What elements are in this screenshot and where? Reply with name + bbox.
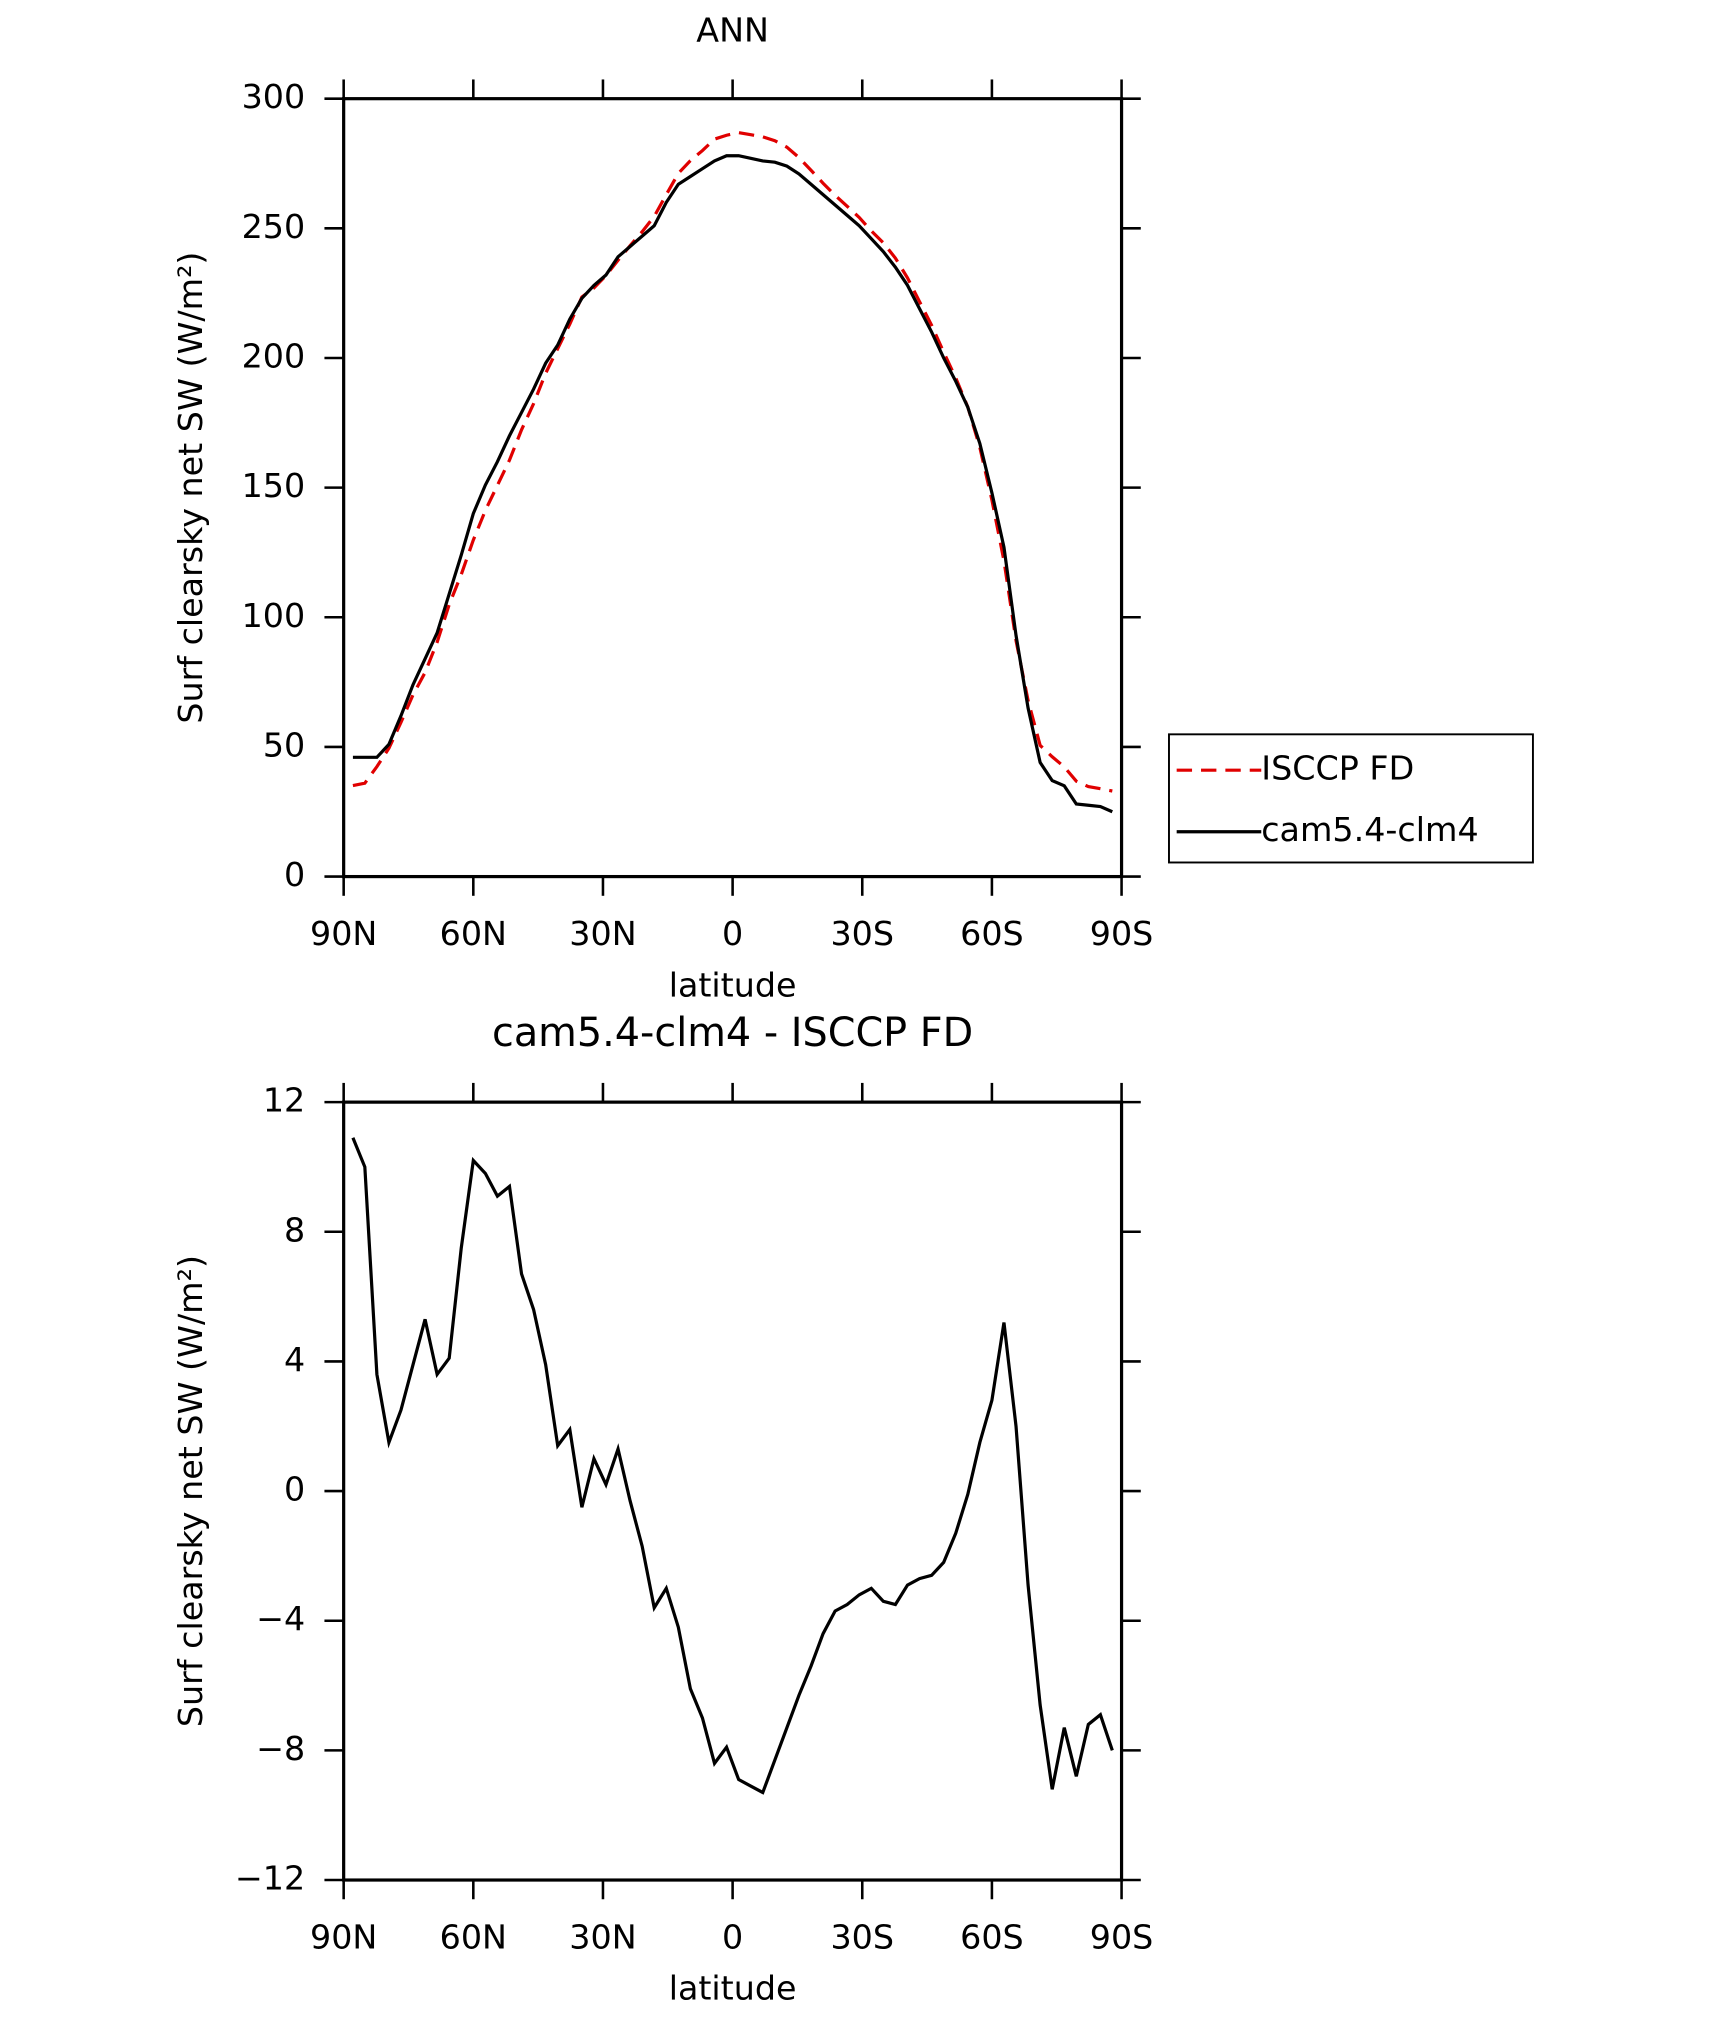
x-tick-label: 60S: [960, 1917, 1024, 1956]
x-tick-label: 30S: [830, 914, 894, 953]
y-tick-label: 150: [242, 466, 306, 505]
data-line: [352, 131, 1113, 793]
x-axis-label: latitude: [669, 965, 797, 1004]
x-tick-label: 60N: [440, 1917, 507, 1956]
x-tick-label: 30S: [830, 1917, 894, 1956]
legend-label: ISCCP FD: [1261, 749, 1414, 788]
y-tick-label: 300: [242, 77, 306, 116]
y-tick-label: −4: [256, 1599, 305, 1638]
x-tick-label: 60S: [960, 914, 1024, 953]
y-tick-label: 100: [242, 596, 306, 635]
x-axis-label: latitude: [669, 1969, 797, 2008]
data-line: [352, 154, 1113, 814]
y-tick-label: 12: [263, 1081, 305, 1120]
y-tick-label: 200: [242, 336, 306, 375]
x-tick-label: 60N: [440, 914, 507, 953]
chart-title: cam5.4-clm4 - ISCCP FD: [492, 1010, 973, 1056]
x-tick-label: 90S: [1090, 914, 1154, 953]
y-tick-label: 50: [263, 725, 305, 764]
y-tick-label: 0: [284, 855, 305, 894]
y-axis-label: Surf clearsky net SW (W/m²): [171, 1255, 210, 1727]
y-tick-label: 8: [284, 1210, 305, 1249]
data-line: [351, 1137, 1114, 1795]
y-tick-label: 0: [284, 1470, 305, 1509]
y-tick-label: −12: [235, 1859, 305, 1898]
y-tick-label: 250: [242, 207, 306, 246]
legend-label: cam5.4-clm4: [1261, 810, 1478, 849]
x-tick-label: 0: [722, 914, 743, 953]
plot-frame: [342, 97, 1124, 879]
x-tick-label: 90N: [310, 914, 377, 953]
x-tick-label: 0: [722, 1917, 743, 1956]
x-tick-label: 90S: [1090, 1917, 1154, 1956]
x-tick-label: 30N: [569, 1917, 636, 1956]
x-tick-label: 30N: [569, 914, 636, 953]
y-tick-label: −8: [256, 1729, 305, 1768]
legend-box: [1168, 733, 1534, 864]
y-axis-label: Surf clearsky net SW (W/m²): [171, 252, 210, 724]
chart-title: ANN: [696, 11, 769, 50]
y-tick-label: 4: [284, 1340, 305, 1379]
x-tick-label: 90N: [310, 1917, 377, 1956]
